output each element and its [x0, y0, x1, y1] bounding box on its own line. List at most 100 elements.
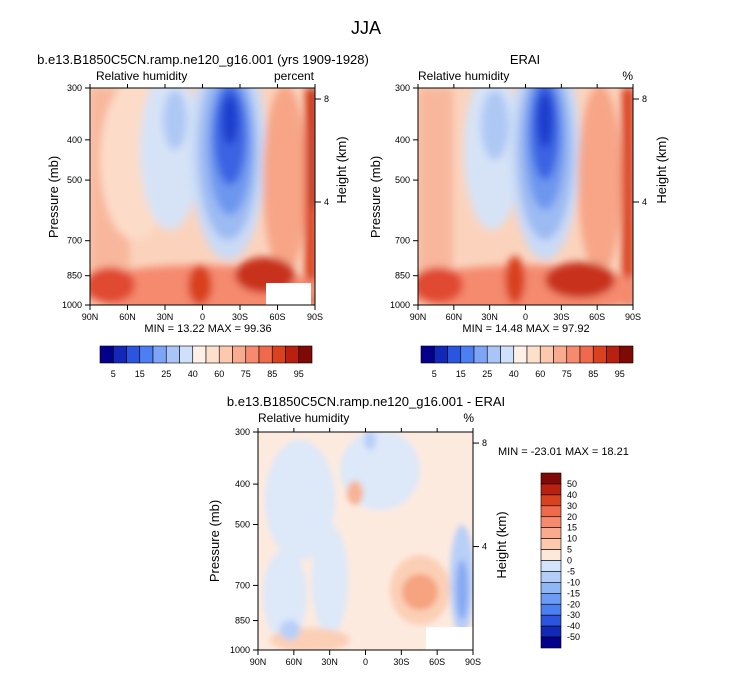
colorbar-label: 20: [567, 512, 577, 522]
colorbar-swatch: [99, 345, 114, 364]
colorbar-swatch: [606, 345, 621, 364]
y-tick-label: 500: [67, 175, 82, 185]
x-tick-label: 0: [363, 657, 368, 667]
colorbar-label: 75: [562, 369, 572, 379]
colorbar-swatch: [433, 345, 448, 364]
y-tick-label: 850: [395, 271, 410, 281]
panel-diff-stats: MIN = -23.01 MAX = 18.21: [498, 446, 629, 458]
colorbar-swatch: [205, 345, 220, 364]
colorbar-label: -10: [567, 577, 580, 587]
y2-tick-label: 4: [482, 542, 487, 552]
panel-diff-field: [258, 432, 473, 650]
colorbar-swatch: [540, 505, 562, 518]
colorbar-swatch: [540, 560, 562, 572]
colorbar-label: 5: [111, 369, 116, 379]
y-tick-label: 300: [235, 427, 250, 437]
colorbar-obs: 5 15 25 40 60 75 85 95: [420, 345, 634, 379]
x-tick-label: 60N: [446, 312, 463, 322]
panel-obs-stats: MIN = 14.48 MAX = 97.92: [462, 323, 589, 335]
colorbar-label: -40: [567, 621, 580, 631]
x-tick-label: 0: [523, 312, 528, 322]
y-tick-label: 700: [235, 580, 250, 590]
panel-model-stats: MIN = 13.22 MAX = 99.36: [144, 323, 271, 335]
colorbar-swatch: [566, 345, 581, 364]
colorbar-model: 5 15 25 40 60 75 85 95: [99, 345, 313, 379]
colorbar-swatch: [258, 345, 273, 364]
colorbar-swatch: [232, 345, 247, 364]
panel-obs-units: %: [622, 69, 633, 83]
panel-model-field: [90, 88, 315, 305]
colorbar-label: 25: [482, 369, 492, 379]
colorbar-swatch: [540, 571, 562, 583]
colorbar-swatch: [165, 345, 180, 364]
panel-model-title: b.e13.B1850C5CN.ramp.ne120_g16.001 (yrs …: [37, 52, 369, 67]
panel-diff-variable: Relative humidity: [258, 411, 349, 425]
panel-diff: b.e13.B1850C5CN.ramp.ne120_g16.001 - ERA…: [207, 394, 629, 667]
y2-tick-label: 8: [482, 438, 487, 448]
panel-model-units: percent: [274, 69, 315, 83]
colorbar-label: 40: [188, 369, 198, 379]
colorbar-swatch: [271, 345, 286, 364]
y-tick-label: 1000: [230, 645, 250, 655]
colorbar-swatch: [152, 345, 167, 364]
x-tick-label: 30N: [157, 312, 174, 322]
x-tick-label: 90N: [410, 312, 427, 322]
x-tick-label: 30S: [393, 657, 409, 667]
colorbar-label: 15: [456, 369, 466, 379]
colorbar-label: 25: [161, 369, 171, 379]
colorbar-label: 95: [615, 369, 625, 379]
colorbar-label: 50: [567, 479, 577, 489]
colorbar-swatch: [592, 345, 607, 364]
x-tick-label: 90N: [250, 657, 267, 667]
colorbar-swatch: [513, 345, 528, 364]
colorbar-swatch: [553, 345, 568, 364]
colorbar-swatch: [540, 549, 562, 561]
y2-tick-label: 8: [642, 94, 647, 104]
panel-diff-ylabel: Pressure (mb): [207, 500, 222, 582]
colorbar-swatch: [540, 472, 562, 485]
colorbar-swatch: [526, 345, 541, 364]
colorbar-swatch: [245, 345, 260, 364]
colorbar-swatch: [540, 516, 562, 528]
colorbar-swatch: [540, 593, 562, 605]
colorbar-label: 5: [567, 545, 572, 555]
panel-obs-ylabel: Pressure (mb): [368, 156, 383, 238]
panel-diff-title: b.e13.B1850C5CN.ramp.ne120_g16.001 - ERA…: [227, 394, 505, 409]
x-tick-label: 30N: [481, 312, 498, 322]
colorbar-swatch: [218, 345, 233, 364]
colorbar-swatch: [540, 636, 562, 649]
y2-tick-label: 8: [324, 94, 329, 104]
colorbar-label: -15: [567, 588, 580, 598]
y-tick-label: 850: [235, 616, 250, 626]
panel-model-y2label: Height (km): [334, 136, 349, 203]
x-tick-label: 60N: [119, 312, 136, 322]
colorbar-swatch: [126, 345, 141, 364]
y-tick-label: 300: [67, 83, 82, 93]
y-tick-label: 700: [67, 236, 82, 246]
panel-obs-field: [418, 88, 633, 305]
colorbar-swatch: [285, 345, 300, 364]
colorbar-label: 10: [567, 534, 577, 544]
colorbar-swatch: [112, 345, 127, 364]
y2-tick-label: 4: [324, 197, 329, 207]
colorbar-swatch: [540, 483, 562, 496]
colorbar-label: 40: [567, 490, 577, 500]
panel-obs-y2label: Height (km): [654, 136, 669, 203]
colorbar-swatch: [540, 603, 562, 616]
colorbar-swatch: [619, 345, 634, 364]
panel-diff-y2label: Height (km): [494, 511, 509, 578]
colorbar-label: 15: [135, 369, 145, 379]
colorbar-label: 85: [267, 369, 277, 379]
y2-tick-label: 4: [642, 197, 647, 207]
x-tick-label: 0: [200, 312, 205, 322]
colorbar-swatch: [192, 345, 207, 364]
colorbar-swatch: [540, 494, 562, 507]
panel-model: b.e13.B1850C5CN.ramp.ne120_g16.001 (yrs …: [37, 52, 369, 335]
colorbar-label: 40: [509, 369, 519, 379]
colorbar-swatch: [447, 345, 462, 364]
x-tick-label: 30S: [232, 312, 248, 322]
x-tick-label: 90N: [82, 312, 99, 322]
colorbar-swatch: [540, 614, 562, 627]
